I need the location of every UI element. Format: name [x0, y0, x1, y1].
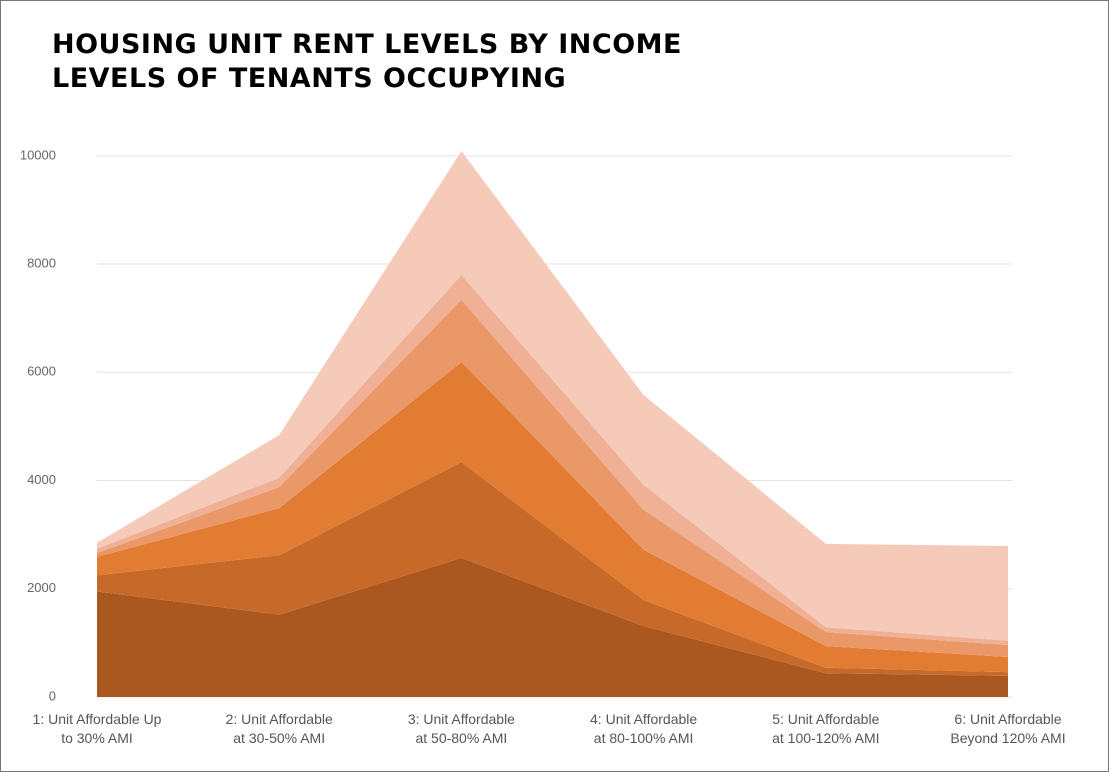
- x-tick-label: 3: Unit Affordable at 50-80% AMI: [407, 711, 515, 746]
- x-tick-label: 5: Unit Affordable at 100-120% AMI: [772, 711, 880, 746]
- x-tick-label: 4: Unit Affordable at 80-100% AMI: [590, 711, 698, 746]
- area: [97, 150, 1008, 641]
- area: [97, 557, 1008, 697]
- chart-title: HOUSING UNIT RENT LEVELS BY INCOME LEVEL…: [52, 29, 682, 94]
- area: [97, 362, 1008, 673]
- x-tick-label: 6: Unit Affordable Beyond 120% AMI: [950, 711, 1066, 746]
- x-tick-label: 2: Unit Affordable at 30-50% AMI: [225, 711, 333, 746]
- y-tick-label: 0: [49, 688, 56, 703]
- y-tick-label: 10000: [20, 147, 56, 162]
- y-tick-label: 8000: [27, 255, 56, 270]
- y-tick-label: 6000: [27, 364, 56, 379]
- y-tick-label: 2000: [27, 580, 56, 595]
- area: [97, 462, 1008, 676]
- y-tick-label: 4000: [27, 472, 56, 487]
- x-tick-label: 1: Unit Affordable Up to 30% AMI: [32, 711, 162, 746]
